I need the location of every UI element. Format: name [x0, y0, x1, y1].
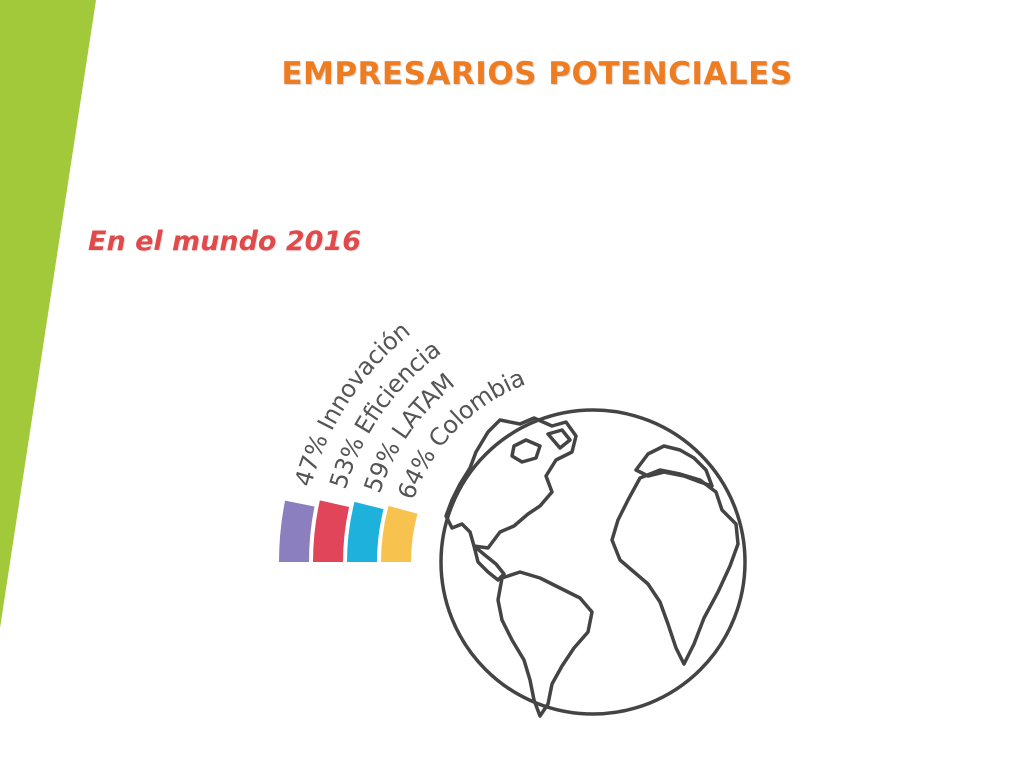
continent-africa: [610, 468, 740, 666]
band-eficiencia: [313, 500, 350, 562]
continent-south-america: [496, 570, 594, 718]
continent-europe: [634, 444, 714, 488]
island-greenland: [510, 438, 542, 464]
continent-north-america: [444, 416, 578, 550]
chart-heading: En el mundo 2016: [88, 226, 362, 257]
band-latam: [347, 501, 384, 562]
band-innovacion: [279, 500, 315, 562]
globe-outline: [439, 408, 747, 716]
island-baffin: [546, 428, 572, 450]
band-colombia: [381, 505, 418, 562]
globe-icon: [439, 408, 747, 718]
page-title: EMPRESARIOS POTENCIALES: [281, 56, 793, 92]
